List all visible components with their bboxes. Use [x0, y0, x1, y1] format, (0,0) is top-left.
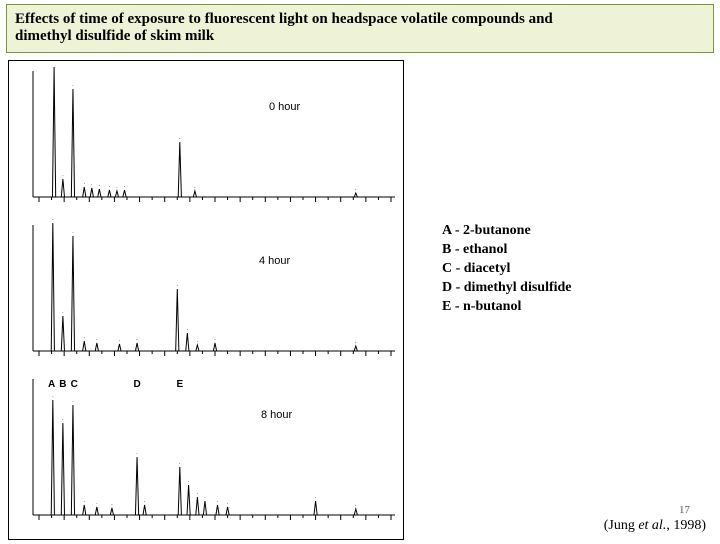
svg-text:·: ·: [179, 461, 181, 467]
svg-text:·: ·: [179, 136, 181, 142]
legend-item: D - dimethyl disulfide: [442, 279, 572, 298]
peak-letter: B: [59, 379, 66, 390]
svg-text:·: ·: [72, 399, 74, 405]
legend-item: C - diacetyl: [442, 260, 572, 279]
peak-letter: C: [71, 379, 78, 390]
svg-text:·: ·: [355, 187, 357, 193]
svg-text:·: ·: [217, 499, 219, 505]
title-box: Effects of time of exposure to fluoresce…: [6, 4, 714, 53]
svg-text:·: ·: [72, 230, 74, 236]
compound-legend: A - 2-butanoneB - ethanolC - diacetylD -…: [442, 222, 572, 316]
svg-text:·: ·: [204, 495, 206, 501]
svg-text:·: ·: [136, 337, 138, 343]
citation-etal: et al.: [638, 518, 666, 533]
svg-text:·: ·: [96, 337, 98, 343]
svg-text:·: ·: [196, 339, 198, 345]
legend-item: A - 2-butanone: [442, 222, 572, 241]
svg-text:·: ·: [196, 491, 198, 497]
chromatogram-panel: · · · · · · · · · · · · · · · · 8 hour ABC D E: [9, 373, 405, 533]
svg-text:·: ·: [96, 501, 98, 507]
svg-text:·: ·: [62, 310, 64, 316]
svg-text:·: ·: [315, 495, 317, 501]
citation-prefix: (Jung: [604, 518, 639, 533]
chromatogram-frame: ············0 hour············4 hour····…: [8, 60, 404, 540]
citation: (Jung et al., 1998): [604, 518, 706, 534]
svg-text:·: ·: [123, 184, 125, 190]
svg-text:·: ·: [52, 219, 54, 223]
svg-text:·: ·: [116, 185, 118, 191]
svg-text:·: ·: [194, 185, 196, 191]
panel-hour-label: 8 hour: [261, 409, 293, 421]
svg-text:·: ·: [62, 173, 64, 179]
svg-text:·: ·: [83, 181, 85, 187]
svg-text:·: ·: [188, 479, 190, 485]
svg-text:·: ·: [111, 502, 113, 508]
chromatogram-panel: · · · · · · · · · · · · 0 hour: [9, 65, 405, 215]
title-line-2: dimethyl disulfide of skim milk: [15, 28, 705, 45]
peak-letter: D: [133, 379, 140, 390]
svg-text:·: ·: [53, 65, 55, 67]
citation-suffix: , 1998): [666, 518, 706, 533]
svg-text:·: ·: [62, 417, 64, 423]
svg-text:·: ·: [72, 83, 74, 89]
panel-hour-label: 4 hour: [259, 255, 291, 267]
svg-text:·: ·: [108, 184, 110, 190]
svg-text:·: ·: [83, 499, 85, 505]
svg-text:·: ·: [83, 335, 85, 341]
title-line-1: Effects of time of exposure to fluoresce…: [15, 11, 705, 28]
chromatogram-panel: · · · · · · · · · · · · 4 hour: [9, 219, 405, 369]
legend-item: B - ethanol: [442, 241, 572, 260]
peak-letter: E: [176, 379, 183, 390]
svg-text:·: ·: [355, 503, 357, 509]
slide-number: 17: [679, 504, 690, 516]
legend-item: E - n-butanol: [442, 298, 572, 317]
svg-text:·: ·: [176, 283, 178, 289]
panel-hour-label: 0 hour: [269, 101, 301, 113]
svg-text:·: ·: [355, 340, 357, 346]
svg-text:·: ·: [214, 337, 216, 343]
svg-text:·: ·: [98, 183, 100, 189]
svg-text:·: ·: [118, 338, 120, 344]
peak-letter: A: [48, 379, 55, 390]
svg-text:·: ·: [227, 501, 229, 507]
svg-text:·: ·: [52, 394, 54, 400]
svg-text:·: ·: [144, 499, 146, 505]
svg-text:·: ·: [136, 451, 138, 457]
svg-text:·: ·: [91, 182, 93, 188]
svg-text:·: ·: [186, 327, 188, 333]
